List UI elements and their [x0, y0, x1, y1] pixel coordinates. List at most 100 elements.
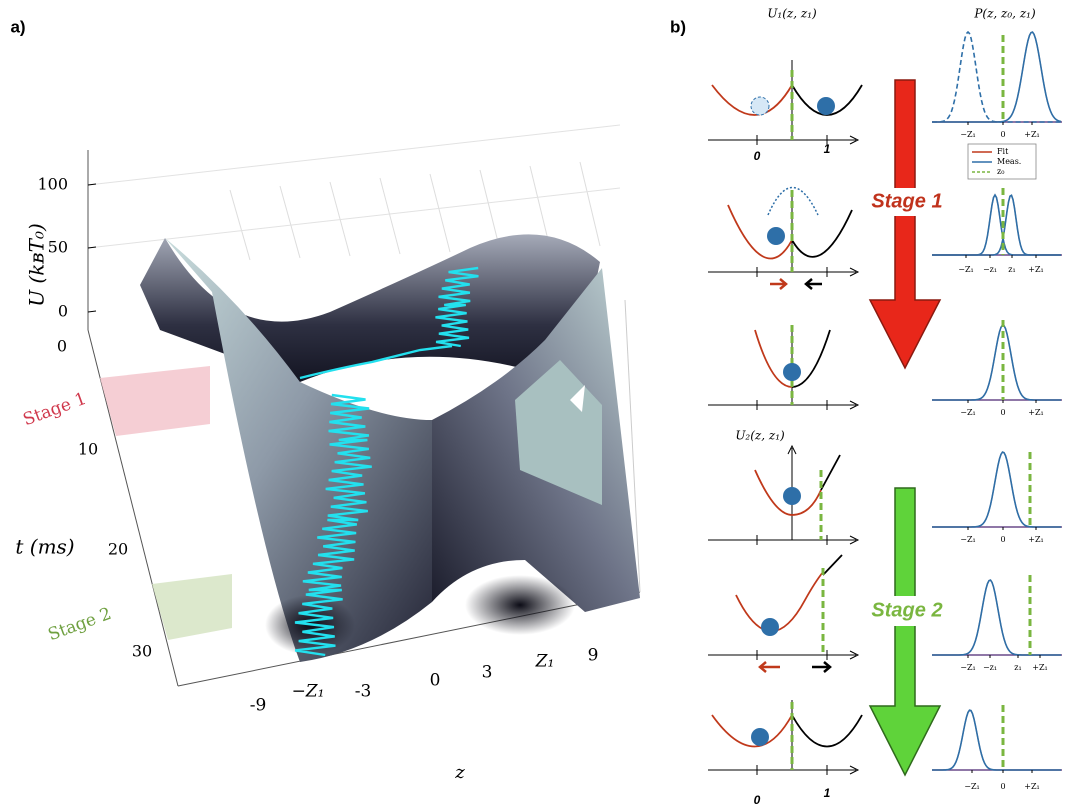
arrowhead [849, 267, 860, 277]
distribution-tick-label: +Z₁ [1024, 782, 1039, 791]
distribution-tick-label: 0 [1000, 782, 1005, 791]
potential [791, 209, 853, 258]
tick-mark [87, 310, 97, 313]
trajectory [299, 344, 453, 380]
z-tick-label: −Z₁ [292, 682, 325, 702]
arrowhead [787, 444, 797, 455]
stage-arrow [868, 79, 942, 370]
trajectory [294, 393, 372, 657]
distribution-tick-label: −Z₁ [958, 265, 973, 274]
u-tick-label: 100 [37, 175, 68, 194]
potential [711, 714, 793, 748]
position-label: 0 [754, 149, 761, 163]
particle [783, 363, 801, 381]
t-tick-label: 30 [132, 642, 152, 661]
distribution-tick-label: −Z₁ [960, 408, 975, 417]
grid-line [379, 177, 401, 255]
distribution-tick-label: −z₁ [983, 265, 997, 274]
arrowhead [849, 535, 860, 545]
label-backdrop [862, 596, 952, 626]
particle [751, 728, 769, 746]
legend-label: Meas. [997, 157, 1021, 166]
distribution-tick-label: +Z₁ [1028, 535, 1043, 544]
z-axis-back [624, 299, 641, 593]
force-arrow [758, 661, 767, 673]
potential [754, 329, 793, 388]
surface-pit [465, 575, 575, 635]
label-backdrop [862, 188, 952, 216]
column-title: P(z, z₀, z₁) [973, 7, 1036, 21]
grid-line [87, 187, 621, 249]
u-tick-label: 0 [58, 302, 68, 321]
panel-label: a) [10, 17, 25, 36]
grid-line [229, 189, 251, 261]
stage-label: Stage 2 [46, 604, 115, 645]
distribution-tick-label: +Z₁ [1032, 663, 1047, 672]
stage-label: Stage 1 [21, 389, 90, 430]
fit-curve [932, 324, 1061, 401]
force-arrow [779, 278, 788, 290]
potential [727, 204, 793, 260]
measured-curve [932, 194, 1061, 256]
particle [767, 227, 785, 245]
t-axis [87, 329, 179, 687]
trajectory [435, 266, 479, 348]
z-tick-label: 9 [588, 646, 599, 666]
column-title: U₁(z, z₁) [767, 7, 817, 21]
arrowhead [849, 765, 860, 775]
fit-curve [932, 451, 1061, 528]
z-tick-label: 0 [430, 671, 441, 691]
measured-curve [932, 709, 1061, 771]
z-tick-label: 3 [482, 663, 493, 683]
stage-label: Stage 1 [871, 190, 942, 212]
position-label: 1 [824, 786, 831, 800]
row-title: U₂(z, z₁) [735, 429, 785, 443]
grid-line [329, 181, 351, 257]
force-arrow [804, 278, 813, 290]
arrowhead [849, 650, 860, 660]
t-axis-label: t (ms) [15, 535, 74, 559]
fit-curve [932, 709, 1061, 771]
surface [165, 238, 432, 662]
measured-curve [932, 31, 1062, 123]
position-label: 0 [754, 793, 761, 807]
z-tick-label: -3 [355, 682, 372, 702]
particle [783, 487, 801, 505]
particle [761, 618, 779, 636]
force-arrow [823, 661, 832, 673]
grid-line [529, 165, 551, 249]
potential [791, 714, 863, 748]
z-axis-label: z [454, 762, 465, 783]
grid-line [87, 124, 621, 186]
stage-band [152, 574, 232, 640]
t-tick-label: 10 [78, 440, 98, 459]
distribution-tick-label: −Z₁ [964, 782, 979, 791]
tick-mark [87, 183, 97, 186]
panel-label: b) [670, 17, 686, 36]
t-tick-label: 20 [108, 540, 128, 559]
t-tick-label: 0 [57, 337, 67, 356]
distribution-tick-label: 0 [1000, 130, 1005, 139]
u-tick-label: 50 [48, 238, 68, 257]
arrowhead [849, 400, 860, 410]
particle [750, 96, 770, 116]
z-tick-label: Z₁ [535, 652, 555, 672]
distribution-tick-label: z₁ [1014, 663, 1021, 672]
surface [570, 385, 585, 412]
distribution-tick-label: −z₁ [983, 663, 997, 672]
arrowhead [849, 135, 860, 145]
grid-line [579, 161, 601, 247]
grid-line [429, 173, 451, 253]
stage-arrow [868, 487, 942, 777]
distribution-tick-label: z₁ [1008, 265, 1015, 274]
potential [822, 554, 843, 576]
z-tick-label: -9 [250, 696, 267, 716]
tick-mark [87, 246, 97, 249]
potential [735, 571, 824, 633]
legend-label: z₀ [997, 167, 1004, 176]
grid-line [479, 169, 501, 251]
distribution-tick-label: −Z₁ [960, 130, 975, 139]
distribution-tick-label: +Z₁ [1024, 130, 1039, 139]
distribution-tick-label: +Z₁ [1028, 408, 1043, 417]
